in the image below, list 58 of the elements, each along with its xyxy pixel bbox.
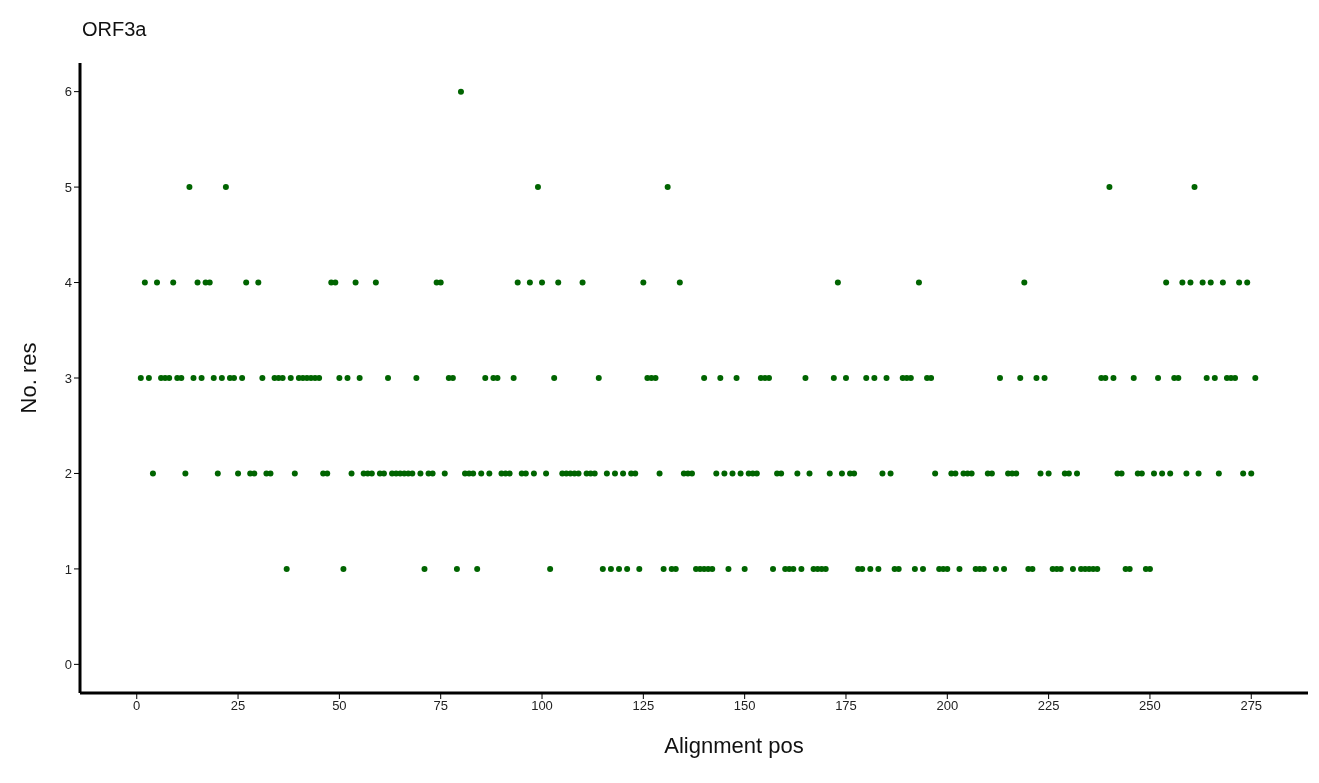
point — [1021, 279, 1028, 286]
y-tick-label: 1 — [64, 561, 72, 577]
x-tick-label: 75 — [433, 698, 448, 714]
point — [186, 184, 193, 191]
y-tick-label: 0 — [64, 656, 72, 672]
point — [332, 279, 339, 286]
point — [664, 184, 671, 191]
point — [1199, 279, 1206, 286]
point — [1187, 279, 1194, 286]
x-tick-label: 150 — [733, 698, 756, 714]
point — [1106, 184, 1113, 191]
point — [526, 279, 533, 286]
x-tick-label: 25 — [230, 698, 246, 714]
point — [1219, 279, 1226, 286]
point — [915, 279, 922, 286]
x-tick-label: 250 — [1139, 698, 1161, 714]
y-tick-label: 4 — [64, 275, 72, 291]
point — [255, 279, 262, 286]
y-tick-label: 5 — [64, 179, 72, 195]
point — [539, 279, 546, 286]
x-tick-label: 200 — [936, 698, 959, 714]
point — [243, 279, 250, 286]
point — [640, 279, 647, 286]
point — [1236, 279, 1243, 286]
y-tick-label: 2 — [64, 466, 72, 482]
x-tick-label: 175 — [835, 698, 857, 714]
point — [437, 279, 444, 286]
x-tick-label: 275 — [1240, 698, 1263, 714]
point — [1191, 184, 1198, 191]
point — [579, 279, 586, 286]
point — [222, 184, 229, 191]
chart-title: ORF3a — [82, 18, 147, 41]
y-tick-label: 3 — [64, 370, 72, 386]
point — [141, 279, 148, 286]
point — [206, 279, 213, 286]
point — [154, 279, 160, 286]
point — [170, 279, 177, 286]
x-tick-label: 225 — [1037, 698, 1060, 714]
point — [352, 279, 359, 286]
y-tick-label: 6 — [64, 84, 72, 100]
point — [555, 279, 562, 286]
x-tick-label: 125 — [632, 698, 655, 714]
point — [834, 279, 841, 286]
point — [534, 184, 541, 191]
point — [514, 279, 521, 286]
y-axis-title: No. res — [15, 342, 41, 414]
point — [457, 88, 464, 95]
x-tick-label: 0 — [133, 698, 141, 714]
point — [372, 279, 379, 286]
point — [1163, 279, 1170, 286]
point — [1244, 279, 1251, 286]
x-tick-label: 50 — [332, 698, 347, 714]
point — [194, 279, 201, 286]
point — [1207, 279, 1214, 286]
x-tick-label: 100 — [531, 698, 553, 714]
point — [1179, 279, 1186, 286]
x-axis-title: Alignment pos — [664, 733, 804, 758]
point — [676, 279, 683, 286]
